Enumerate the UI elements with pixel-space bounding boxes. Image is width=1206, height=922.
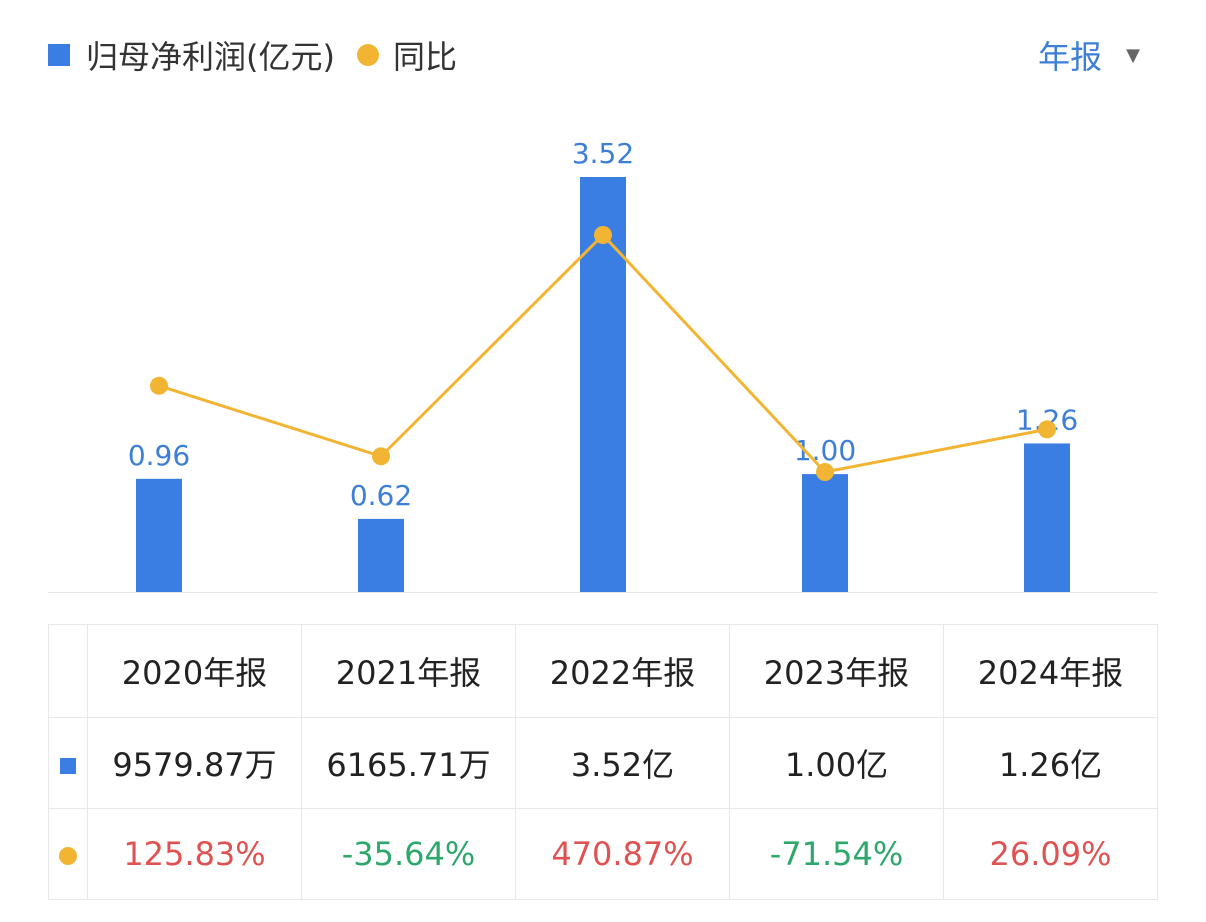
yoy-point [1038, 420, 1056, 439]
table-header-cell: 2020年报 [87, 624, 302, 718]
profit-cell: 6165.71万 [301, 717, 516, 809]
profit-marker-icon [60, 758, 76, 774]
profit-cell: 9579.87万 [87, 717, 302, 809]
bar-value-label: 3.52 [572, 137, 634, 170]
profit-chart: 0.960.623.521.001.26 [48, 137, 1158, 593]
legend-line-marker [356, 44, 379, 66]
table-header-cell: 2021年报 [301, 624, 516, 718]
chevron-down-icon: ▼ [1126, 44, 1140, 66]
yoy-point [816, 463, 834, 481]
legend-line-label: 同比 [392, 38, 457, 76]
yoy-point [372, 447, 390, 466]
yoy-cell: 470.87% [515, 808, 730, 900]
yoy-cell: -35.64% [301, 808, 516, 900]
yoy-cell: 26.09% [943, 808, 1158, 900]
profit-row-marker-cell [48, 717, 88, 809]
period-selector[interactable]: 年报 ▼ [1038, 30, 1140, 80]
legend-bar-marker [48, 44, 70, 66]
profit-cell: 1.00亿 [729, 717, 944, 809]
bar [358, 518, 404, 592]
bar-value-label: 0.62 [350, 479, 412, 512]
legend-bar-label: 归母净利润(亿元) [86, 38, 335, 76]
table-header-row: 2020年报 2021年报 2022年报 2023年报 2024年报 [48, 624, 1158, 718]
yoy-cell: -71.54% [729, 808, 944, 900]
bar-value-label: 0.96 [128, 439, 190, 472]
table-row-profit: 9579.87万 6165.71万 3.52亿 1.00亿 1.26亿 [48, 717, 1158, 809]
data-table: 2020年报 2021年报 2022年报 2023年报 2024年报 9579.… [48, 624, 1158, 900]
table-corner-cell [48, 624, 88, 718]
bar [136, 478, 182, 592]
yoy-point [150, 376, 168, 395]
period-label: 年报 [1038, 38, 1103, 76]
yoy-row-marker-cell [48, 808, 88, 900]
bar [802, 474, 848, 592]
bar [1024, 443, 1070, 592]
table-header-cell: 2023年报 [729, 624, 944, 718]
chart-legend: 归母净利润(亿元) 同比 [48, 30, 457, 80]
profit-cell: 1.26亿 [943, 717, 1158, 809]
yoy-marker-icon [59, 847, 77, 865]
yoy-cell: 125.83% [87, 808, 302, 900]
table-header-cell: 2022年报 [515, 624, 730, 718]
profit-cell: 3.52亿 [515, 717, 730, 809]
table-row-yoy: 125.83% -35.64% 470.87% -71.54% 26.09% [48, 808, 1158, 900]
table-header-cell: 2024年报 [943, 624, 1158, 718]
bar [580, 177, 626, 592]
yoy-point [594, 226, 612, 244]
